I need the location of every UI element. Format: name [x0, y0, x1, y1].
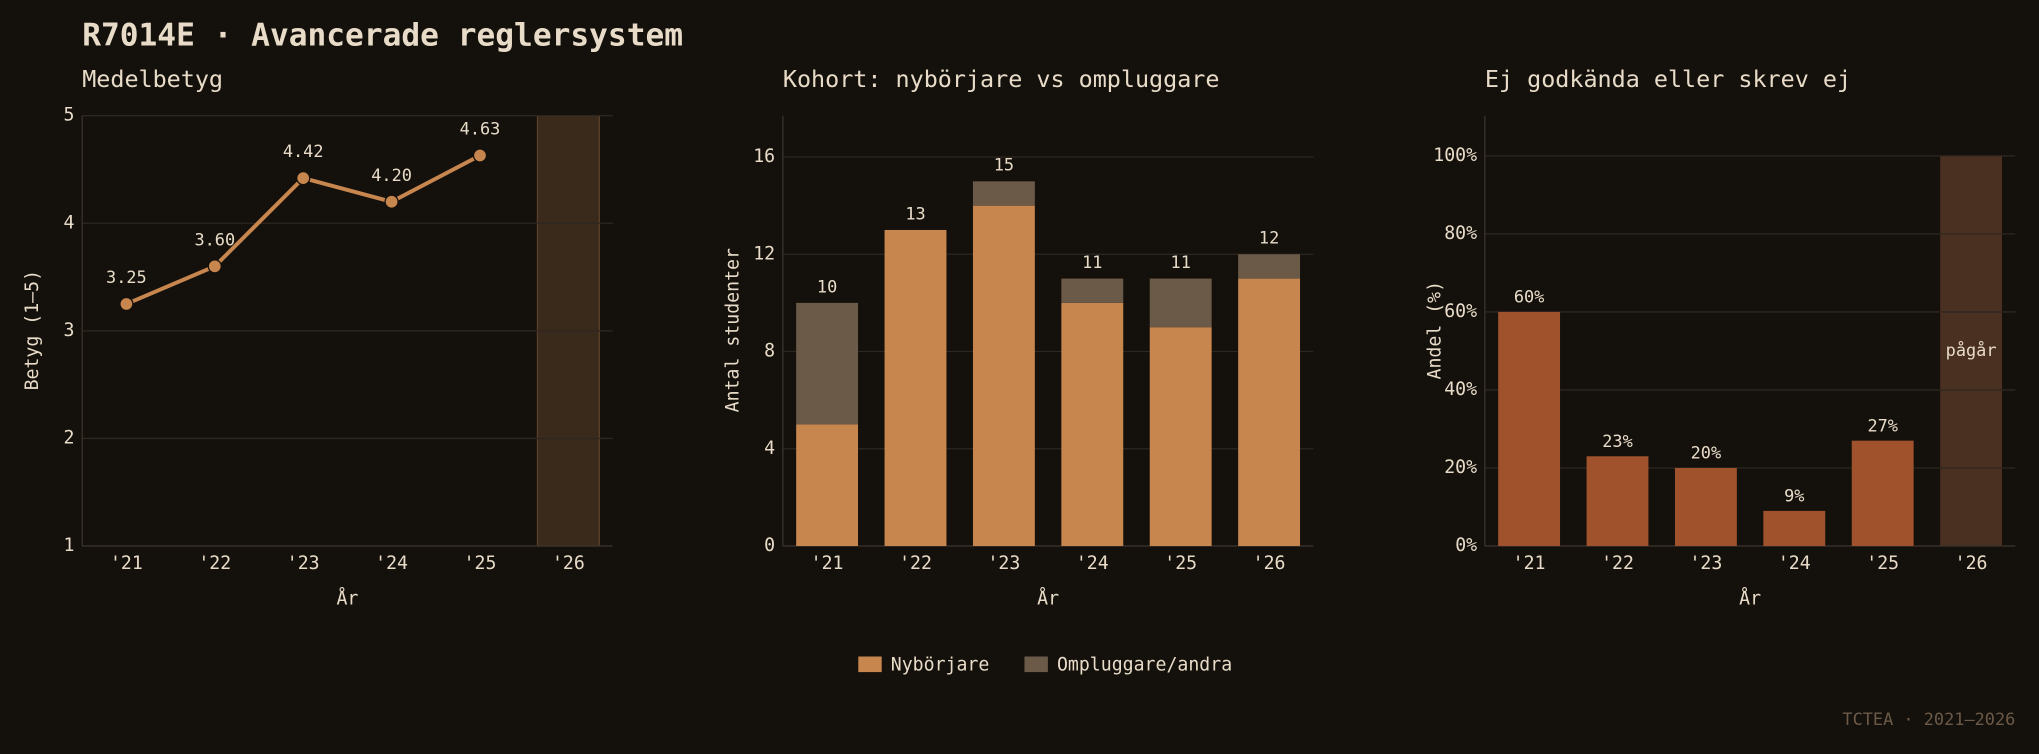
bar-segment: [1061, 302, 1124, 546]
value-label: 3.60: [194, 229, 235, 249]
chart-title: Medelbetyg: [82, 65, 223, 93]
y-tick-label: 0: [764, 535, 775, 556]
y-tick-label: 8: [764, 341, 775, 362]
value-label: 9%: [1784, 486, 1804, 506]
y-tick-label: 16: [753, 146, 775, 167]
total-label: 11: [1082, 252, 1102, 272]
bar-segment: [1238, 254, 1301, 279]
y-tick-label: 4: [63, 212, 74, 233]
chart-title: Ej godkända eller skrev ej: [1485, 65, 1851, 93]
bar-segment: [972, 205, 1035, 546]
bar: [1763, 510, 1826, 546]
bar: [1586, 456, 1649, 546]
point: [119, 296, 134, 312]
y-tick-label: 60%: [1444, 301, 1477, 322]
x-tick-label: '24: [1778, 553, 1811, 574]
bar-segment: [796, 302, 859, 425]
x-tick-label: '23: [1689, 553, 1722, 574]
y-tick-label: 20%: [1444, 457, 1477, 478]
x-tick-label: '26: [1253, 553, 1286, 574]
x-tick-label: '22: [198, 553, 231, 574]
value-label: 23%: [1602, 431, 1633, 451]
value-label: 4.20: [371, 165, 412, 185]
y-axis-label: Antal studenter: [723, 248, 744, 412]
bar-segment: [972, 181, 1035, 206]
point: [296, 170, 311, 186]
chart-panel: Medelbetyg Betyg (1–5) År 1 2 3 4 5 '21 '22 '23 '24…: [22, 65, 613, 609]
bar-segment: [796, 424, 859, 546]
in-progress-band: [1940, 155, 2003, 546]
point: [207, 259, 222, 274]
x-axis-label: År: [1739, 587, 1761, 609]
total-label: 11: [1171, 252, 1191, 272]
value-label: 4.63: [460, 119, 501, 139]
y-tick-label: 5: [63, 105, 74, 126]
y-tick-label: 4: [764, 438, 775, 459]
value-label: 27%: [1867, 415, 1898, 435]
page-title: R7014E · Avancerade reglersystem: [82, 17, 683, 53]
y-tick-label: 40%: [1444, 379, 1477, 400]
value-label: 60%: [1514, 287, 1545, 307]
annotation: pågår: [1946, 340, 1997, 360]
chart-title: Kohort: nybörjare vs ompluggare: [783, 65, 1220, 93]
footer: TCTEA · 2021–2026: [1842, 709, 2015, 729]
y-tick-label: 12: [753, 243, 775, 264]
chart-panel: Ej godkända eller skrev ej Andel (%) År påg…: [1425, 65, 2016, 609]
x-tick-label: '23: [287, 553, 320, 574]
total-label: 15: [994, 155, 1014, 175]
x-tick-label: '26: [1955, 553, 1988, 574]
y-tick-label: 80%: [1444, 223, 1477, 244]
bar-segment: [884, 229, 947, 546]
x-axis-label: År: [1037, 587, 1059, 609]
legend-swatch: [1024, 656, 1048, 673]
point: [472, 148, 488, 163]
y-axis-label: Andel (%): [1425, 281, 1446, 380]
bar: [1674, 467, 1737, 546]
bar-segment: [1238, 278, 1301, 546]
point: [384, 194, 399, 209]
y-axis-label: Betyg (1–5): [22, 270, 43, 390]
y-tick-label: 3: [63, 320, 74, 341]
x-tick-label: '22: [1601, 553, 1634, 574]
x-tick-label: '24: [1076, 553, 1109, 574]
total-label: 12: [1259, 228, 1279, 248]
x-tick-label: '22: [899, 553, 932, 574]
value-label: 3.25: [106, 267, 147, 287]
total-label: 13: [905, 203, 925, 223]
y-tick-label: 2: [63, 427, 74, 448]
bar-segment: [1149, 278, 1212, 328]
legend-label: Ompluggare/andra: [1057, 655, 1232, 676]
x-tick-label: '25: [1866, 553, 1899, 574]
total-label: 10: [817, 276, 837, 296]
y-tick-label: 100%: [1433, 145, 1477, 166]
y-tick-label: 1: [63, 535, 74, 556]
legend-label: Nybörjare: [891, 655, 990, 676]
x-tick-label: '21: [110, 553, 143, 574]
x-tick-label: '21: [1513, 553, 1546, 574]
x-tick-label: '23: [987, 553, 1020, 574]
legend-swatch: [858, 656, 882, 673]
x-tick-label: '24: [375, 553, 408, 574]
value-label: 4.42: [283, 141, 324, 161]
x-tick-label: '25: [1164, 553, 1197, 574]
value-label: 20%: [1691, 443, 1722, 463]
x-tick-label: '25: [464, 553, 497, 574]
chart-panel: Kohort: nybörjare vs ompluggare Antal stu…: [723, 65, 1314, 676]
y-tick-label: 0%: [1455, 535, 1477, 556]
x-tick-label: '21: [811, 553, 844, 574]
bar-segment: [1149, 327, 1212, 546]
x-tick-label: '26: [552, 553, 585, 574]
bar-segment: [1061, 278, 1124, 303]
bar: [1851, 440, 1914, 546]
x-axis-label: År: [336, 587, 358, 609]
bar: [1498, 311, 1561, 546]
